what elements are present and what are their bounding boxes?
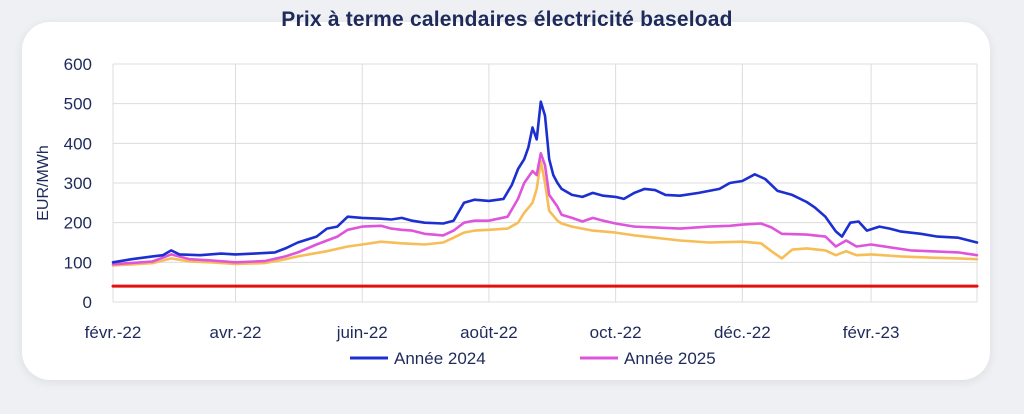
legend: Année 2024 Année 2025 [350,349,716,368]
series-line-1 [111,152,979,266]
x-tick-label: déc.-22 [714,323,771,342]
y-tick-label: 100 [64,253,92,272]
chart-card [22,22,990,380]
legend-label: Année 2025 [624,349,716,368]
y-axis: 0 100 200 300 400 500 600 [64,55,92,312]
x-tick-label: août-22 [460,323,518,342]
chart-title: Prix à terme calendaires électricité bas… [281,8,733,31]
x-tick-label: févr.-23 [843,323,900,342]
y-tick-label: 0 [83,293,92,312]
y-axis-title: EUR/MWh [35,145,52,221]
series-line-0 [111,100,979,264]
y-tick-label: 300 [64,174,92,193]
x-tick-label: oct.-22 [590,323,642,342]
x-axis: févr.-22 avr.-22 juin-22 août-22 oct.-22 déc.… [85,323,900,342]
x-tick-label: juin-22 [336,323,388,342]
y-tick-label: 500 [64,95,92,114]
y-tick-label: 600 [64,55,92,74]
x-tick-label: févr.-22 [85,323,142,342]
y-tick-label: 200 [64,214,92,233]
series-lines [111,100,979,288]
series-line-2 [111,159,979,267]
legend-label: Année 2024 [394,349,486,368]
y-tick-label: 400 [64,134,92,153]
x-tick-label: avr.-22 [210,323,262,342]
